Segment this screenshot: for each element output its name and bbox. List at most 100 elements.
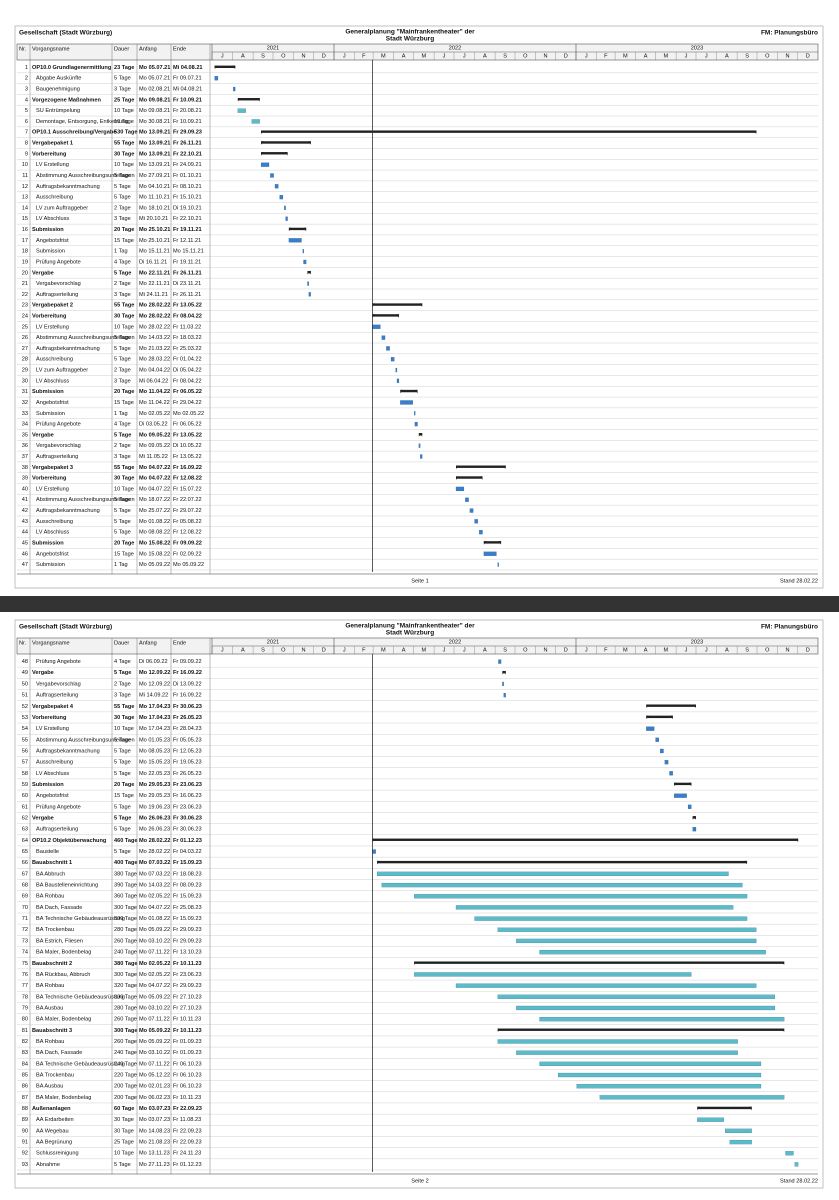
task-start: Mo 04.10.21 — [139, 184, 170, 190]
task-name: OP10.0 Grundlagenermittlung — [32, 65, 112, 71]
task-end: Fr 08.10.21 — [173, 184, 202, 190]
task-start: Mo 14.03.22 — [139, 883, 170, 889]
task-id: 50 — [22, 681, 28, 687]
task-duration: 1 Tag — [114, 562, 128, 568]
task-duration: 5 Tage — [114, 519, 131, 525]
task-id: 68 — [22, 883, 28, 889]
month-label: M — [623, 53, 628, 59]
task-bar — [497, 562, 499, 567]
task-id: 69 — [22, 894, 28, 900]
month-label: A — [483, 647, 487, 653]
task-start: Mo 28.02.22 — [139, 849, 170, 855]
task-duration: 10 Tage — [114, 119, 134, 125]
task-bar — [655, 737, 659, 742]
month-label: J — [705, 647, 708, 653]
task-start: Mo 04.07.22 — [139, 905, 170, 911]
task-bar — [557, 1072, 762, 1078]
task-name: Vergabe — [32, 432, 54, 438]
task-bar — [233, 86, 236, 92]
task-duration: 3 Tage — [114, 454, 131, 460]
header-left: Gesellschaft (Stadt Würzburg) — [19, 624, 112, 631]
task-end: Fr 26.05.23 — [173, 715, 202, 721]
task-duration: 4 Tage — [114, 659, 131, 665]
task-start: Mo 28.02.22 — [139, 313, 170, 319]
task-start: Di 03.05.22 — [139, 422, 168, 428]
month-label: J — [585, 647, 588, 653]
task-end: Fr 04.03.22 — [173, 849, 202, 855]
task-end: Fr 26.11.21 — [173, 141, 202, 147]
month-label: J — [463, 647, 466, 653]
task-end: Fr 22.10.21 — [173, 151, 202, 157]
month-label: J — [221, 647, 224, 653]
task-bar — [674, 793, 687, 798]
month-label: F — [362, 647, 366, 653]
summary-cap — [670, 715, 673, 720]
task-duration: 400 Tage — [114, 860, 138, 866]
task-duration: 5 Tage — [114, 346, 131, 352]
task-id: 90 — [22, 1128, 28, 1134]
task-bar — [469, 508, 474, 513]
task-duration: 320 Tage — [114, 983, 137, 989]
summary-bar — [646, 715, 673, 719]
task-duration: 55 Tage — [114, 704, 134, 710]
task-duration: 460 Tage — [114, 838, 138, 844]
task-start: Mo 05.09.22 — [139, 1039, 170, 1045]
task-start: Mo 05.09.22 — [139, 562, 170, 568]
task-bar — [307, 281, 309, 286]
task-id: 93 — [22, 1162, 28, 1168]
task-start: Mo 05.09.22 — [139, 927, 170, 933]
header-right: FM: Planungsbüro — [761, 30, 818, 37]
task-start: Mo 22.11.21 — [139, 281, 170, 287]
task-name: Abstimmung Ausschreibungsunterlagen — [36, 497, 135, 503]
month-label: D — [564, 647, 568, 653]
task-duration: 30 Tage — [114, 1117, 134, 1123]
task-bar — [725, 1128, 752, 1133]
task-bar — [539, 1017, 785, 1022]
task-start: Mo 04.07.22 — [139, 983, 170, 989]
task-end: Fr 28.04.23 — [173, 726, 202, 732]
header-title: Generalplanung "Mainfrankentheater" der — [345, 623, 475, 630]
summary-cap — [693, 704, 697, 708]
task-bar — [279, 195, 284, 200]
task-end: Di 19.10.21 — [173, 205, 202, 211]
task-name: BA Rohbau — [36, 983, 64, 989]
task-duration: 3 Tage — [114, 693, 131, 699]
month-label: A — [241, 53, 245, 59]
task-duration: 390 Tage — [114, 883, 137, 889]
month-label: M — [664, 647, 669, 653]
task-name: BA Estrich, Fliesen — [36, 938, 83, 944]
task-end: Fr 15.09.23 — [173, 860, 202, 866]
task-name: Abgabe Auskünfte — [36, 76, 81, 82]
task-start: Mo 11.04.22 — [139, 389, 170, 395]
task-bar — [251, 119, 260, 124]
task-start: Mo 18.07.22 — [139, 497, 170, 503]
task-end: Fr 23.06.23 — [173, 782, 202, 788]
task-name: Vergabevorschlag — [36, 443, 81, 449]
task-name: Vergabepaket 3 — [32, 465, 73, 471]
month-label: J — [343, 647, 346, 653]
task-end: Di 10.05.22 — [173, 443, 202, 449]
task-duration: 5 Tage — [114, 748, 131, 754]
task-name: Prüfung Angebote — [36, 422, 81, 428]
task-id: 28 — [22, 357, 28, 363]
task-id: 13 — [22, 195, 28, 201]
task-bar — [237, 108, 246, 113]
header-title: Stadt Würzburg — [386, 36, 434, 43]
task-end: Fr 10.11.23 — [173, 1028, 202, 1034]
task-duration: 300 Tage — [114, 916, 137, 922]
page-frame — [14, 25, 824, 589]
month-label: A — [241, 647, 245, 653]
task-name: LV Abschluss — [36, 378, 69, 384]
task-duration: 5 Tage — [114, 737, 131, 743]
task-start: Mo 25.10.21 — [139, 227, 170, 233]
task-name: BA Trockenbau — [36, 1073, 74, 1079]
task-end: Fr 15.10.21 — [173, 195, 202, 201]
summary-cap — [415, 389, 418, 394]
summary-cap — [688, 782, 692, 787]
task-end: Fr 25.03.22 — [173, 346, 202, 352]
month-label: D — [806, 53, 810, 59]
summary-bar — [372, 314, 399, 317]
task-end: Fr 22.09.23 — [173, 1128, 202, 1134]
task-id: 51 — [22, 693, 28, 699]
status-date: Stand 28.02.22 — [780, 578, 818, 584]
